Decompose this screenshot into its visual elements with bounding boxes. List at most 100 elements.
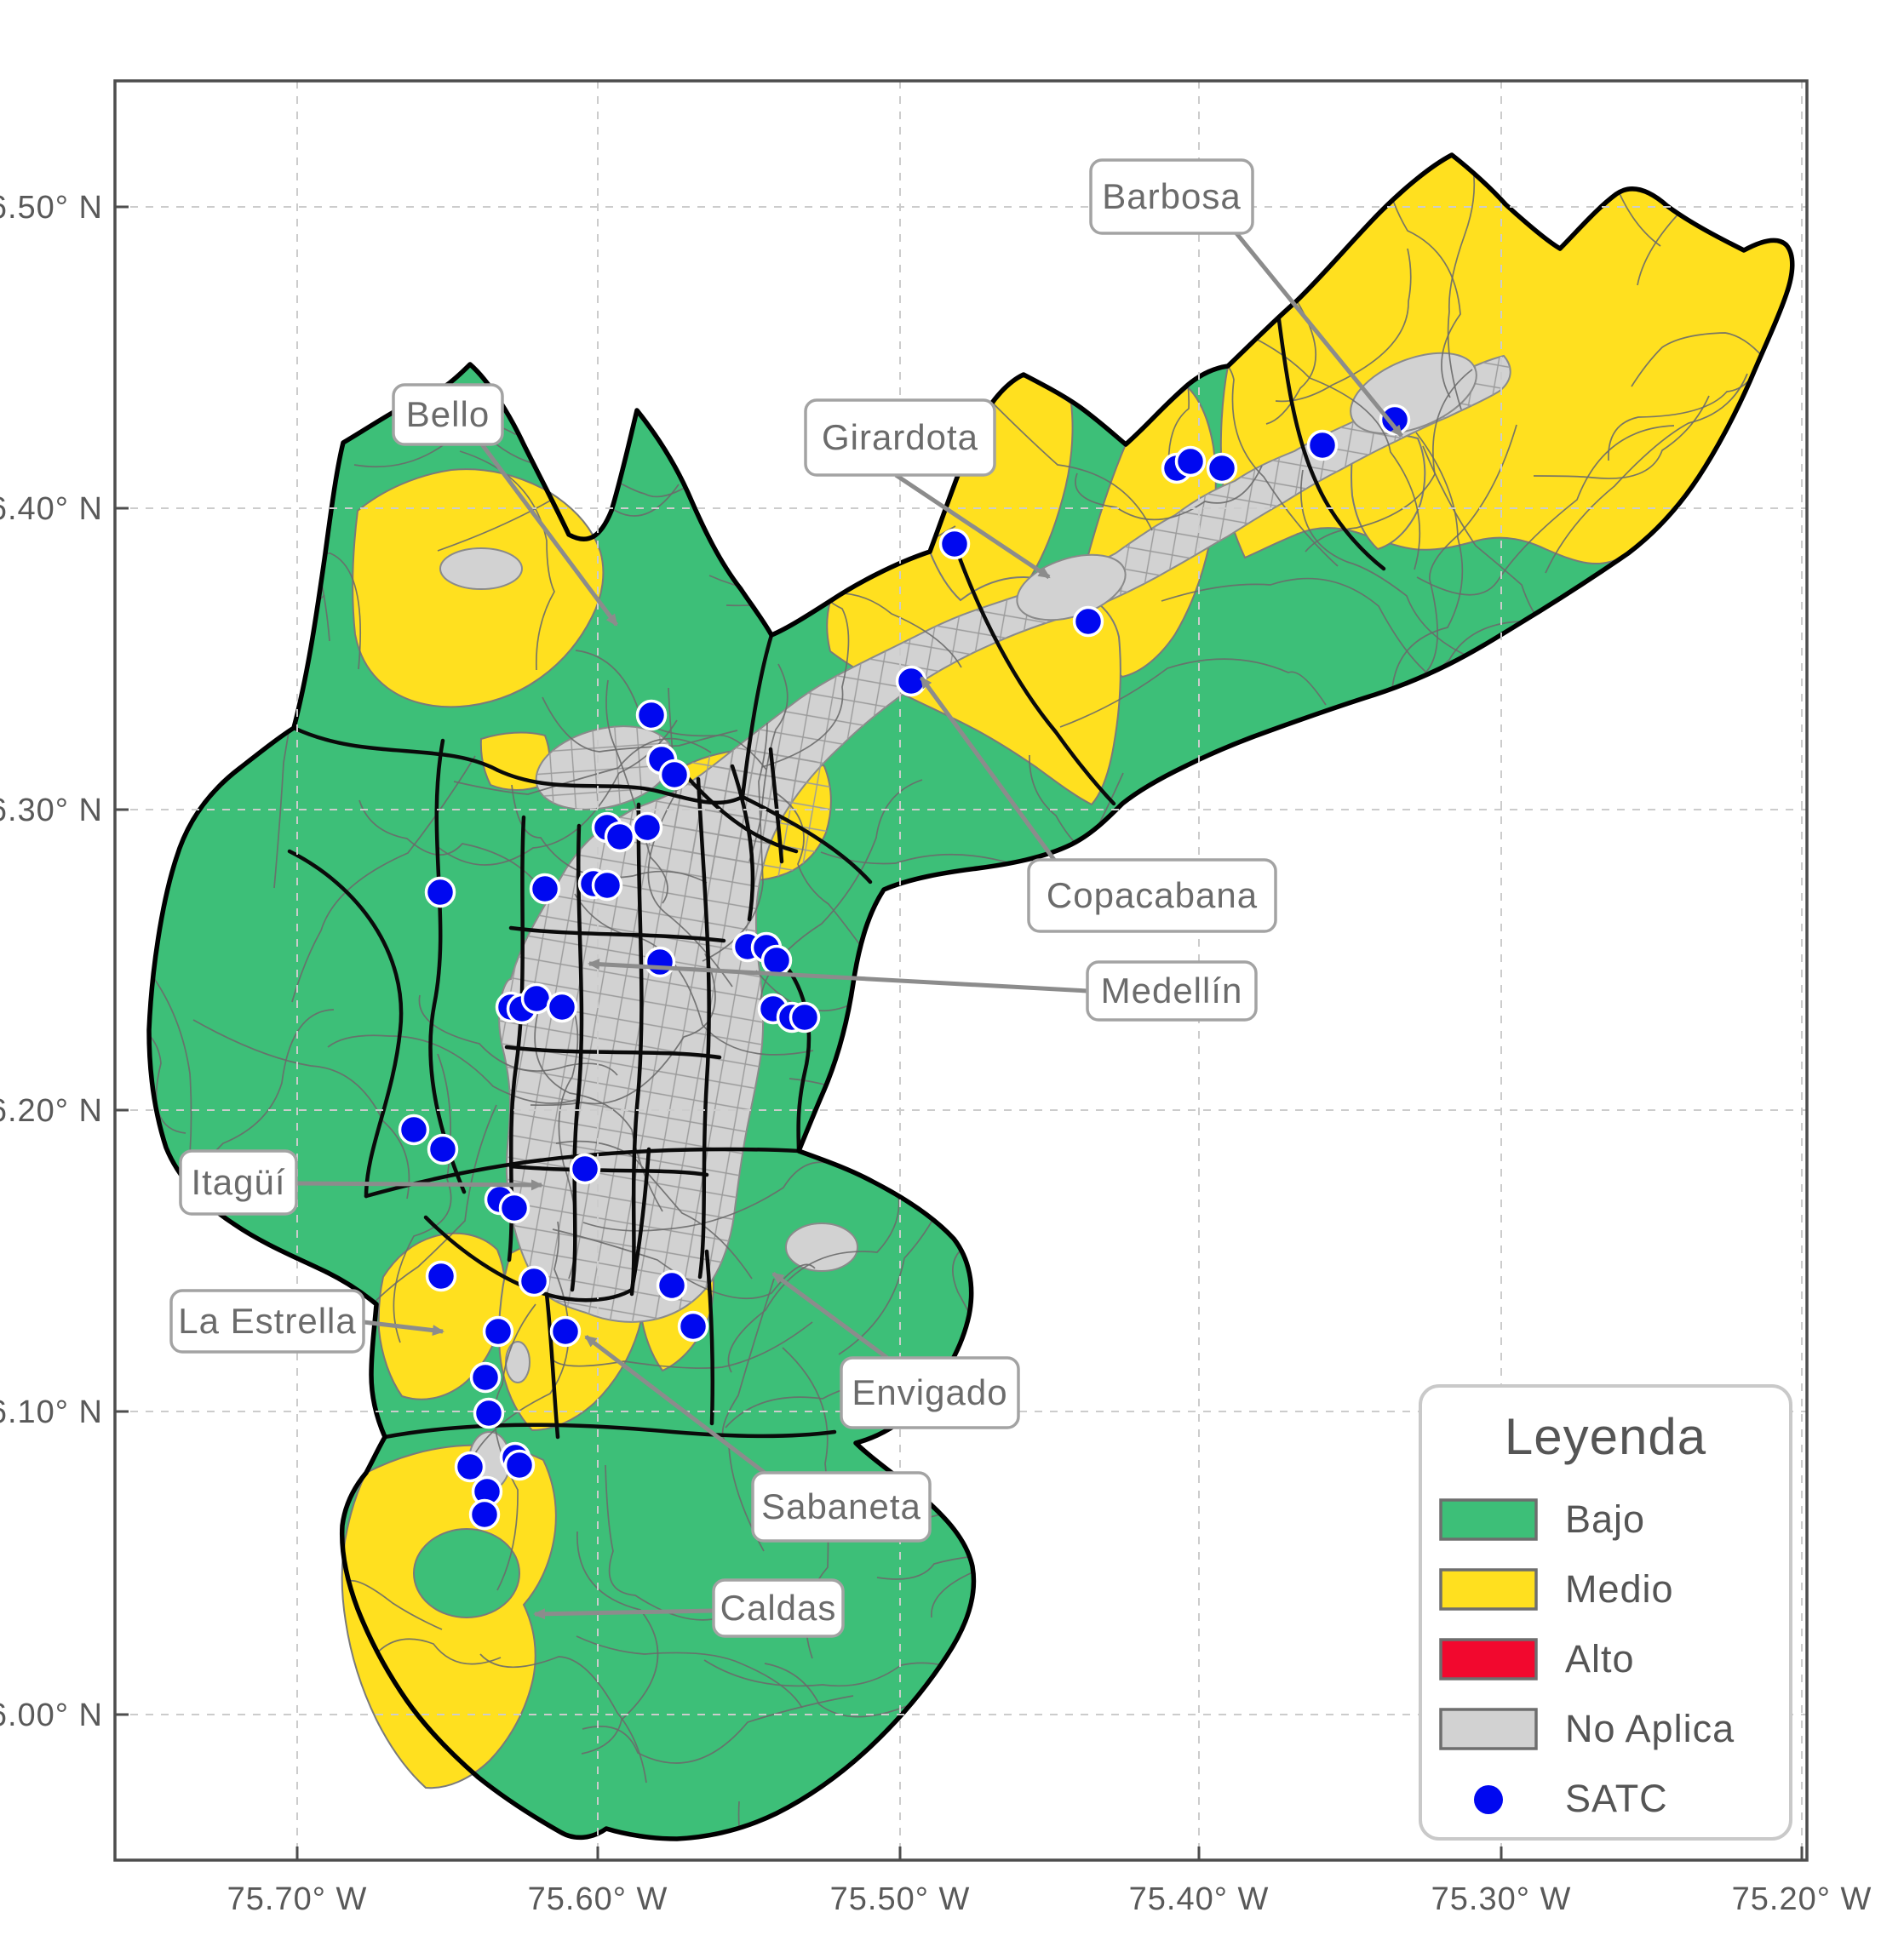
- municipal-borders: [287, 304, 1386, 1440]
- annotation-arrow: [533, 1608, 714, 1620]
- vereda-line: [1597, 155, 1661, 247]
- vereda-line: [555, 1140, 753, 1280]
- annotation-sabaneta: Sabaneta: [584, 1335, 932, 1543]
- axes-frame: [113, 79, 1809, 1862]
- legend: Leyenda Bajo Medio Alto No Aplica SATC: [1419, 1384, 1792, 1841]
- x-tick-label: 75.50° W: [830, 1881, 971, 1917]
- annotation-box: [169, 1289, 365, 1354]
- legend-swatch-bajo: [1439, 1498, 1538, 1541]
- vereda-line: [1275, 248, 1412, 403]
- annotation-arrow: [588, 959, 1088, 993]
- annotation-box: [751, 1471, 932, 1543]
- municipality-annotations: Barbosa Girardota Bello Copacabana Medellín I…: [169, 158, 1403, 1638]
- vereda-line: [748, 663, 789, 862]
- legend-title: Leyenda: [1505, 1408, 1706, 1465]
- satc-dot: [469, 1361, 502, 1394]
- legend-label: Alto: [1565, 1637, 1635, 1680]
- satc-dot: [473, 1397, 505, 1429]
- satc-dot: [789, 1001, 821, 1033]
- annotation-copacabana: Copacabana: [919, 676, 1277, 933]
- caldas-green-notch: [413, 1528, 520, 1618]
- annotation-arrow: [919, 676, 1057, 862]
- y-tick-label: 6.20° N: [0, 1093, 103, 1129]
- annotation-box: [1086, 960, 1258, 1022]
- x-tick-label: 75.40° W: [1129, 1881, 1270, 1917]
- annotation-box: [179, 1149, 298, 1216]
- annotation-arrow: [295, 1179, 543, 1191]
- vereda-line: [192, 1019, 410, 1200]
- satc-dot: [549, 1315, 582, 1348]
- x-tick-label: 75.70° W: [227, 1881, 368, 1917]
- annotation-label: Copacabana: [1047, 875, 1258, 915]
- satc-dot: [427, 1133, 459, 1165]
- legend-swatch-medio: [1439, 1568, 1538, 1611]
- satc-dot: [482, 1315, 514, 1348]
- y-tick-label: 6.00° N: [0, 1698, 103, 1733]
- vereda-line: [393, 1053, 452, 1343]
- region-outline: [146, 152, 1795, 1841]
- vereda-line: [1391, 432, 1464, 690]
- satc-dot: [656, 1269, 688, 1302]
- vereda-line: [343, 1104, 497, 1337]
- satc-dot: [644, 946, 676, 978]
- vereda-line: [727, 1194, 900, 1373]
- vereda-line: [1416, 425, 1675, 596]
- x-tick-label: 75.20° W: [1732, 1881, 1872, 1917]
- satc-dot: [454, 1451, 486, 1483]
- vereda-line: [1631, 332, 1769, 387]
- legend-label: SATC: [1565, 1777, 1668, 1820]
- annotation-girardota: Girardota: [804, 398, 1051, 580]
- satc-dot: [546, 991, 578, 1023]
- satc-dot: [520, 982, 553, 1015]
- annotation-box: [712, 1578, 845, 1638]
- x-tick-label: 75.60° W: [528, 1881, 668, 1917]
- vereda-line: [582, 1161, 832, 1232]
- vereda-line: [453, 737, 712, 795]
- vereda-line: [576, 1635, 803, 1709]
- legend-label: Bajo: [1565, 1497, 1645, 1541]
- vereda-line: [1201, 315, 1421, 570]
- legend-swatch-alto: [1439, 1638, 1538, 1680]
- annotation-label: Sabaneta: [761, 1486, 921, 1526]
- annotation-arrow: [1235, 232, 1403, 438]
- vereda-line: [702, 722, 768, 962]
- vereda-line: [358, 799, 544, 893]
- axis-labels: 75.70° W 75.60° W 75.50° W 75.40° W 75.30° W…: [0, 190, 1872, 1917]
- satc-dot: [518, 1265, 550, 1297]
- annotation-label: Barbosa: [1102, 176, 1241, 216]
- y-tick-label: 6.10° N: [0, 1394, 103, 1430]
- vereda-line: [1161, 577, 1455, 690]
- satc-dot: [677, 1310, 709, 1343]
- satc-dot: [424, 876, 456, 908]
- annotation-arrow: [894, 472, 1051, 580]
- vereda-line: [1059, 658, 1327, 728]
- vereda-line: [1608, 355, 1763, 461]
- satc-dot: [1174, 445, 1207, 478]
- satc-dot: [468, 1498, 501, 1531]
- annotation-label: Girardota: [822, 417, 978, 457]
- vereda-line: [1075, 465, 1263, 521]
- annotation-caldas: Caldas: [533, 1578, 845, 1638]
- y-tick-label: 6.30° N: [0, 793, 103, 828]
- vereda-line: [1447, 155, 1476, 410]
- x-tick-label: 75.30° W: [1431, 1881, 1572, 1917]
- annotation-la-estrella: La Estrella: [169, 1289, 444, 1354]
- annotation-label: Itagüí: [191, 1162, 285, 1202]
- satc-dot: [498, 1192, 530, 1224]
- annotation-label: Bello: [406, 394, 490, 434]
- legend-dot-satc: [1474, 1785, 1503, 1814]
- vereda-line: [479, 1653, 647, 1784]
- vereda-line: [605, 1464, 714, 1621]
- vereda-line: [721, 1278, 775, 1552]
- vereda-line: [494, 1303, 536, 1591]
- vereda-line: [1421, 424, 1517, 677]
- vereda-line: [574, 893, 814, 1056]
- vereda-line: [1305, 369, 1473, 553]
- annotation-bello: Bello: [392, 383, 619, 627]
- satc-dot: [760, 944, 793, 976]
- annotation-box: [1027, 858, 1277, 933]
- vereda-line: [469, 1221, 570, 1463]
- annotation-medellin: Medellín: [588, 959, 1258, 1022]
